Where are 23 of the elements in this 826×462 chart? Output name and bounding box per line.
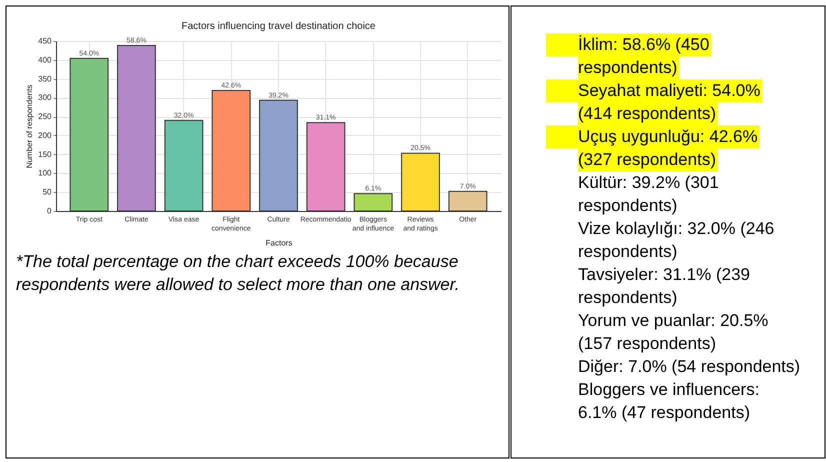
- y-tick-label: 0: [47, 206, 52, 216]
- y-tick-label: 350: [38, 74, 52, 84]
- chart-title: Factors influencing travel destination choice: [182, 21, 376, 32]
- text: İklim: 58.6% (450 respondents): [578, 35, 710, 77]
- text: Tavsiyeler: 31.1% (239 respondents): [578, 265, 750, 307]
- text: Uçuş uygunluğu: 42.6% (327 respondents): [578, 127, 758, 169]
- y-tick-label: 200: [38, 130, 52, 140]
- y-tick-label: 300: [38, 93, 52, 102]
- y-tick-label: 100: [38, 168, 52, 178]
- text: Kültür: 39.2% (301 respondents): [578, 173, 719, 215]
- y-tick-label: 400: [38, 55, 52, 64]
- text: Diğer: 7.0% (54 respondents): [578, 357, 800, 376]
- text: Seyahat maliyeti: 54.0% (414 respondents): [578, 81, 760, 123]
- text: Yorum ve puanlar: 20.5% (157 respondents): [578, 311, 768, 353]
- y-tick-label: 50: [42, 188, 52, 197]
- y-axis-title: Number of respondents: [25, 84, 34, 168]
- text: Vize kolaylığı: 32.0% (246 respondents): [578, 219, 774, 261]
- text: *The total percentage on the chart exceeds 100% because respondents were allowed to select more than one answer.: [16, 252, 460, 294]
- y-tick-label: 450: [38, 36, 52, 46]
- text: Bloggers ve influencers: 6.1% (47 respondents): [578, 380, 760, 422]
- x-axis-title: Factors: [266, 238, 292, 248]
- y-tick-label: 150: [38, 150, 52, 159]
- y-tick-label: 250: [38, 112, 52, 122]
